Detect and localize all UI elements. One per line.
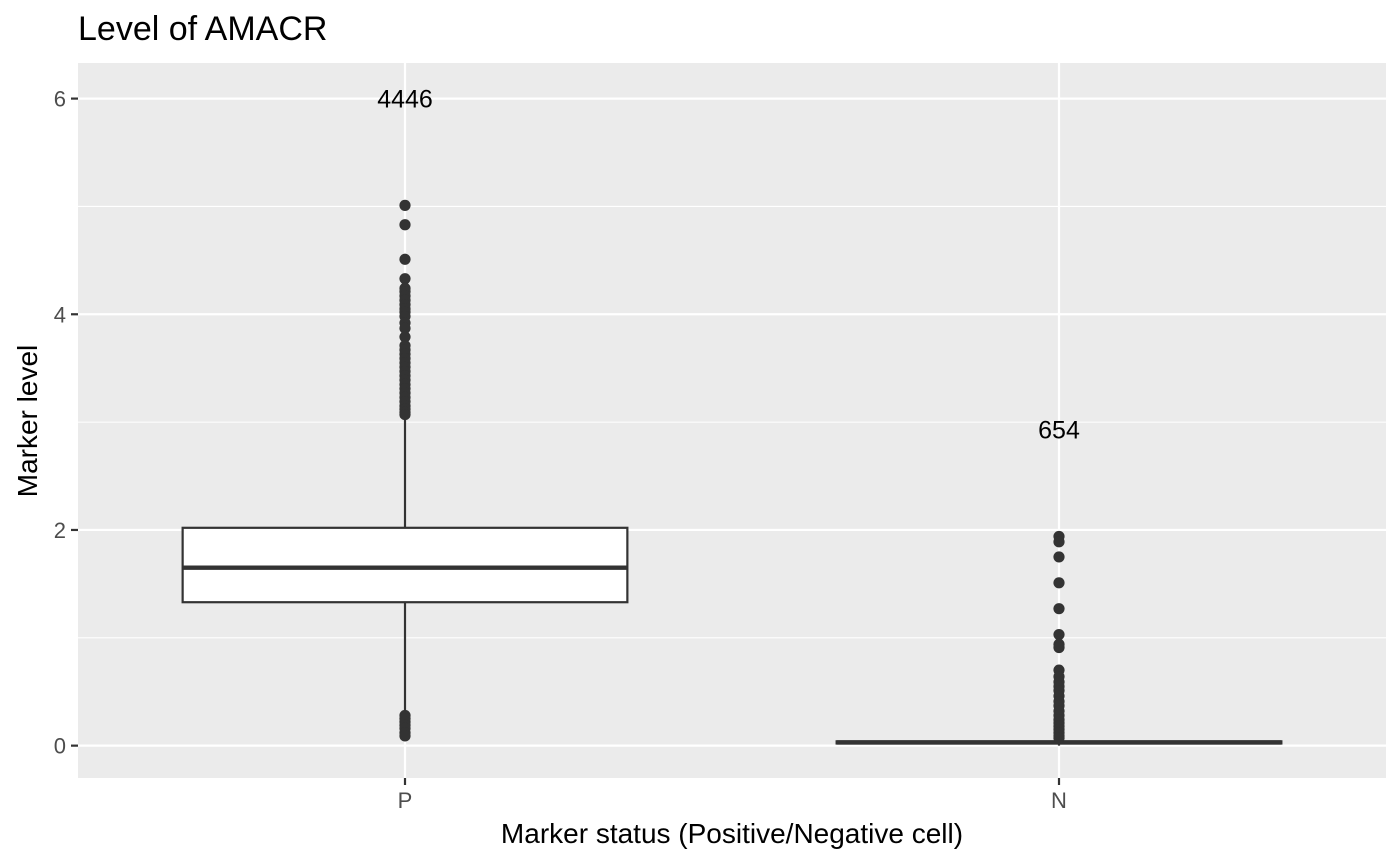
outlier-point <box>1053 577 1065 589</box>
outlier-point <box>399 253 411 265</box>
box-N: 654 <box>835 417 1283 746</box>
outlier-point <box>399 408 411 421</box>
y-tick-label: 6 <box>54 87 66 112</box>
x-axis-title: Marker status (Positive/Negative cell) <box>501 818 963 849</box>
outlier-point <box>1053 603 1065 615</box>
outlier-point <box>399 199 411 211</box>
box-body <box>181 526 629 604</box>
x-tick-label: P <box>398 788 413 813</box>
outlier-point <box>1053 536 1065 548</box>
chart-title: Level of AMACR <box>78 10 327 48</box>
y-tick-label: 2 <box>54 518 66 543</box>
outlier-point <box>1053 551 1065 563</box>
y-tick-label: 0 <box>54 734 66 759</box>
outlier-point <box>399 331 411 343</box>
outlier-point <box>1053 641 1065 654</box>
count-label: 654 <box>1038 417 1080 445</box>
boxes-layer: 4446 654 <box>181 86 1283 746</box>
y-tick-label: 4 <box>54 302 66 327</box>
y-axis-title: Marker level <box>12 345 43 497</box>
outlier-point <box>1053 732 1065 744</box>
outlier-point <box>399 273 411 285</box>
box-P: 4446 <box>181 86 629 742</box>
axes: 0 2 4 6 P N <box>54 87 1067 813</box>
outlier-point <box>399 730 411 742</box>
count-label: 4446 <box>377 86 433 114</box>
outlier-point <box>399 219 411 231</box>
outlier-point <box>399 322 411 334</box>
x-tick-label: N <box>1051 788 1067 813</box>
outlier-point <box>1053 628 1065 641</box>
plot-panel <box>78 63 1386 778</box>
